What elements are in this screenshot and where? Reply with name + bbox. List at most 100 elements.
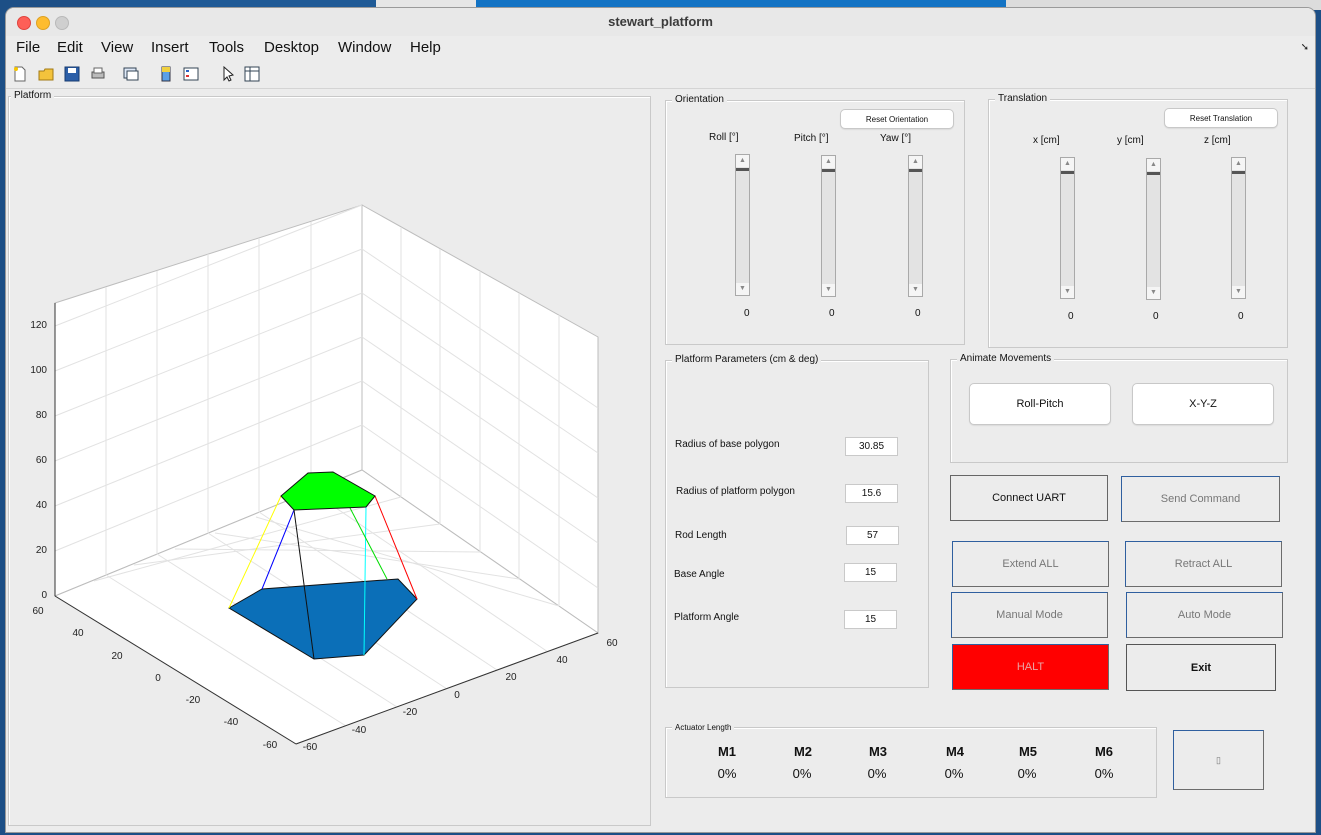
menu-desktop[interactable]: Desktop [264,39,320,56]
platform-radius-input[interactable]: 15.6 [845,484,898,503]
minimize-window-button[interactable] [36,16,50,30]
z-tick-label: 60 [36,455,48,466]
z-tick-label: 120 [30,320,47,331]
param-label: Base Angle [674,569,725,580]
actuator-name: M3 [868,744,888,759]
slider-thumb[interactable] [1147,172,1160,175]
auto-mode-button[interactable]: Auto Mode [1126,592,1283,638]
platform-3d-axes[interactable]: 0 20 40 60 80 100 120 60 40 20 0 -20 -40… [6,8,656,832]
slider-up-arrow-icon[interactable]: ▲ [1061,158,1074,170]
z-value: 0 [1238,311,1244,322]
panel-title: Translation [995,93,1051,104]
base-angle-input[interactable]: 15 [844,563,897,582]
x-tick-label: 20 [111,651,123,662]
z-tick-label: 100 [30,365,47,376]
open-file-icon[interactable] [38,66,54,82]
param-label: Rod Length [675,530,727,541]
pitch-slider[interactable]: ▲ ▼ [821,155,836,297]
menu-window[interactable]: Window [338,39,392,56]
x-tick-label: 0 [155,673,161,684]
orientation-panel: Orientation Reset Orientation Roll [°] P… [665,94,965,345]
slider-up-arrow-icon[interactable]: ▲ [1232,158,1245,170]
actuator-name: M4 [945,744,965,759]
slider-thumb[interactable] [909,169,922,172]
menu-view[interactable]: View [101,39,134,56]
z-slider[interactable]: ▲ ▼ [1231,157,1246,299]
extend-all-button[interactable]: Extend ALL [952,541,1109,587]
x-tick-label: 40 [72,628,84,639]
slider-up-arrow-icon[interactable]: ▲ [822,156,835,168]
legend-icon[interactable] [183,66,199,82]
menu-file[interactable]: File [16,39,41,56]
axis-lines [54,303,599,745]
top-platform-polygon [280,471,376,511]
actuator-leg [363,506,367,656]
yaw-label: Yaw [°] [880,133,912,144]
yaw-slider[interactable]: ▲ ▼ [908,155,923,297]
y-tick-label: 20 [505,672,517,683]
z-tick-label: 20 [36,545,48,556]
platform-parameters-panel: Platform Parameters (cm & deg) Radius of… [665,354,929,688]
x-slider[interactable]: ▲ ▼ [1060,157,1075,299]
y-tick-label: 60 [606,638,618,649]
actuator-value: 0% [717,766,737,781]
slider-down-arrow-icon[interactable]: ▼ [736,283,749,295]
platform-angle-input[interactable]: 15 [844,610,897,629]
zoom-window-button[interactable] [55,16,69,30]
reset-orientation-button[interactable]: Reset Orientation [840,109,954,129]
base-radius-input[interactable]: 30.85 [845,437,898,456]
save-icon[interactable] [64,66,80,82]
slider-down-arrow-icon[interactable]: ▼ [1061,286,1074,298]
z-tick-label: 80 [36,410,48,421]
y-slider[interactable]: ▲ ▼ [1146,158,1161,300]
status-button[interactable]: ▯ [1173,730,1264,790]
menu-bar: File Edit View Insert Tools Desktop Wind… [6,36,1315,60]
send-command-button[interactable]: Send Command [1121,476,1280,522]
dock-arrow-icon[interactable]: ➘ [1300,42,1309,53]
menu-tools[interactable]: Tools [209,39,245,56]
z-tick-label: 40 [36,500,48,511]
panel-title: Orientation [672,94,727,105]
slider-down-arrow-icon[interactable]: ▼ [1232,286,1245,298]
link-plot-icon[interactable] [123,66,139,82]
roll-slider[interactable]: ▲ ▼ [735,154,750,296]
background-strip [1006,0,1321,10]
translation-panel: Translation Reset Translation x [cm] y [… [988,93,1288,348]
figure-window: stewart_platform File Edit View Insert T… [6,8,1315,832]
slider-down-arrow-icon[interactable]: ▼ [909,284,922,296]
close-window-button[interactable] [17,16,31,30]
slider-thumb[interactable] [1061,171,1074,174]
xyz-button[interactable]: X-Y-Z [1132,383,1274,425]
slider-up-arrow-icon[interactable]: ▲ [1147,159,1160,171]
slider-thumb[interactable] [822,169,835,172]
new-figure-icon[interactable] [12,66,28,82]
edit-plot-icon[interactable] [220,66,236,82]
slider-down-arrow-icon[interactable]: ▼ [822,284,835,296]
menu-edit[interactable]: Edit [57,39,83,56]
y-value: 0 [1153,311,1159,322]
reset-translation-button[interactable]: Reset Translation [1164,108,1278,128]
halt-button[interactable]: HALT [952,644,1109,690]
grid-lines [54,204,599,727]
slider-thumb[interactable] [736,168,749,171]
z-tick-label: 0 [41,590,47,601]
print-icon[interactable] [90,66,106,82]
manual-mode-button[interactable]: Manual Mode [951,592,1108,638]
x-tick-label: -40 [224,717,239,728]
exit-button[interactable]: Exit [1126,644,1276,691]
y-tick-label: -40 [352,725,367,736]
retract-all-button[interactable]: Retract ALL [1125,541,1282,587]
menu-insert[interactable]: Insert [151,39,189,56]
rod-length-input[interactable]: 57 [846,526,899,545]
colorbar-icon[interactable] [158,66,174,82]
slider-down-arrow-icon[interactable]: ▼ [1147,287,1160,299]
property-inspector-icon[interactable] [244,66,260,82]
roll-pitch-button[interactable]: Roll-Pitch [969,383,1111,425]
connect-uart-button[interactable]: Connect UART [950,475,1108,521]
actuator-leg [348,505,388,580]
figure-toolbar [6,60,1315,89]
menu-help[interactable]: Help [410,39,441,56]
slider-up-arrow-icon[interactable]: ▲ [909,156,922,168]
slider-up-arrow-icon[interactable]: ▲ [736,155,749,167]
slider-thumb[interactable] [1232,171,1245,174]
